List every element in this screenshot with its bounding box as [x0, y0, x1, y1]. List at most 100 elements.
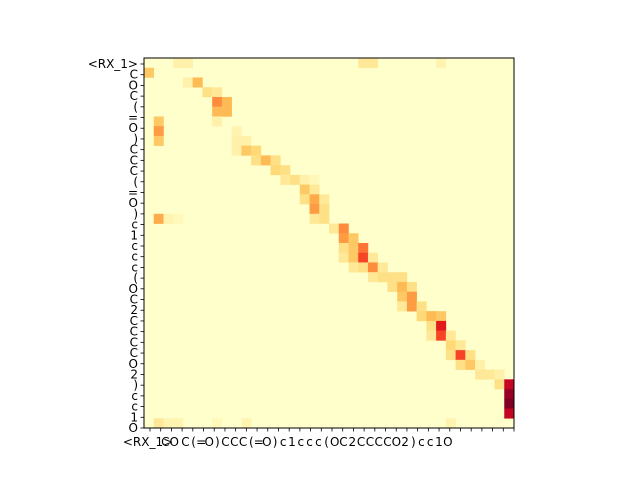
heatmap-cell	[426, 321, 436, 331]
heatmap-cell	[339, 233, 349, 243]
heatmap-cell	[407, 292, 417, 302]
heatmap-cell	[163, 418, 173, 428]
y-axis-ticks: <RX_1>COC(=O)CCC(=O)c1ccc(OC2CCCCO2)cc1O	[88, 57, 144, 435]
heatmap-cell	[241, 136, 251, 146]
heatmap-cell	[358, 58, 368, 68]
x-tick-label: O	[392, 435, 401, 449]
heatmap-cell	[348, 253, 358, 263]
heatmap-cell	[504, 379, 514, 389]
heatmap-cell	[202, 87, 212, 97]
heatmap-cell	[154, 116, 164, 126]
heatmap-cell	[290, 175, 300, 185]
heatmap-cell	[212, 418, 222, 428]
heatmap-cell	[387, 272, 397, 282]
x-tick-label: 1	[288, 435, 296, 449]
heatmap-cell	[339, 224, 349, 234]
x-tick-label: CO	[161, 435, 179, 449]
x-tick-label: C	[375, 435, 383, 449]
x-tick-label: c	[297, 435, 304, 449]
heatmap-cell	[319, 194, 329, 204]
x-tick-label: 1	[435, 435, 443, 449]
heatmap-cell	[504, 389, 514, 399]
x-tick-label: 2	[348, 435, 356, 449]
x-tick-label: )	[273, 435, 278, 449]
heatmap-cell	[456, 340, 466, 350]
heatmap-cell	[329, 224, 339, 234]
heatmap-cell	[339, 243, 349, 253]
heatmap-cell	[310, 194, 320, 204]
heatmap-cell	[417, 301, 427, 311]
heatmap-cell	[348, 243, 358, 253]
heatmap-cell	[251, 155, 261, 165]
x-tick-label: C	[230, 435, 238, 449]
x-tick-label: )	[215, 435, 220, 449]
heatmap-cell	[378, 262, 388, 272]
heatmap-cell	[407, 301, 417, 311]
y-tick-label: O	[129, 421, 138, 435]
heatmap-cell	[173, 418, 183, 428]
heatmap-cell	[241, 146, 251, 156]
x-tick-label: C	[239, 435, 247, 449]
heatmap-cell	[144, 68, 154, 78]
x-tick-label: O	[262, 435, 271, 449]
heatmap-cell	[222, 107, 232, 117]
heatmap-cell	[310, 214, 320, 224]
x-tick-label: C	[357, 435, 365, 449]
heatmap-cell	[397, 282, 407, 292]
heatmap-cell	[446, 340, 456, 350]
heatmap-cell	[348, 233, 358, 243]
heatmap-cell	[368, 262, 378, 272]
heatmap-cell	[300, 194, 310, 204]
heatmap-cell	[310, 175, 320, 185]
heatmap-cell	[368, 253, 378, 263]
heatmap-cell	[368, 272, 378, 282]
heatmap-cell	[154, 418, 164, 428]
x-axis-ticks: <RX_1>CO C(=O) C C C(=O) c 1 c c c(O C 2 C C C C O 2) c c 1 O	[123, 428, 514, 449]
heatmap-cell	[417, 311, 427, 321]
x-tick-label: (	[324, 435, 329, 449]
x-tick-label: c	[306, 435, 313, 449]
x-tick-label: c	[315, 435, 322, 449]
heatmap-cell	[446, 418, 456, 428]
heatmap-background	[144, 58, 514, 428]
heatmap-cell	[154, 136, 164, 146]
heatmap-cell	[251, 146, 261, 156]
heatmap-cell	[436, 321, 446, 331]
heatmap-cell	[495, 379, 505, 389]
heatmap-cell	[261, 155, 271, 165]
heatmap-cell	[495, 370, 505, 380]
heatmap-cell	[436, 311, 446, 321]
heatmap-cell	[154, 214, 164, 224]
heatmap-cell	[232, 126, 242, 136]
x-tick-label: c	[418, 435, 425, 449]
heatmap-cell	[446, 331, 456, 341]
x-tick-label: C	[181, 435, 189, 449]
heatmap-cell	[154, 126, 164, 136]
heatmap-cell	[310, 185, 320, 195]
heatmap-cell	[348, 262, 358, 272]
x-tick-label: C	[383, 435, 391, 449]
heatmap-cell	[212, 107, 222, 117]
heatmap-cell	[222, 97, 232, 107]
heatmap-cell	[310, 204, 320, 214]
heatmap-cell	[163, 214, 173, 224]
x-tick-label: C	[339, 435, 347, 449]
heatmap-cell	[426, 331, 436, 341]
heatmap-cell	[485, 370, 495, 380]
heatmap-cell	[456, 360, 466, 370]
heatmap-cell	[212, 116, 222, 126]
x-tick-label: c	[280, 435, 287, 449]
heatmap-cell	[475, 370, 485, 380]
heatmap-cell	[426, 311, 436, 321]
x-tick-label: c	[427, 435, 434, 449]
heatmap-cell	[387, 282, 397, 292]
x-tick-label: )	[411, 435, 416, 449]
heatmap-cell	[397, 292, 407, 302]
heatmap-cell	[456, 350, 466, 360]
heatmap-cell	[271, 155, 281, 165]
heatmap-cell	[358, 243, 368, 253]
heatmap-cell	[212, 97, 222, 107]
heatmap-cell	[183, 77, 193, 87]
heatmap-cell	[475, 360, 485, 370]
